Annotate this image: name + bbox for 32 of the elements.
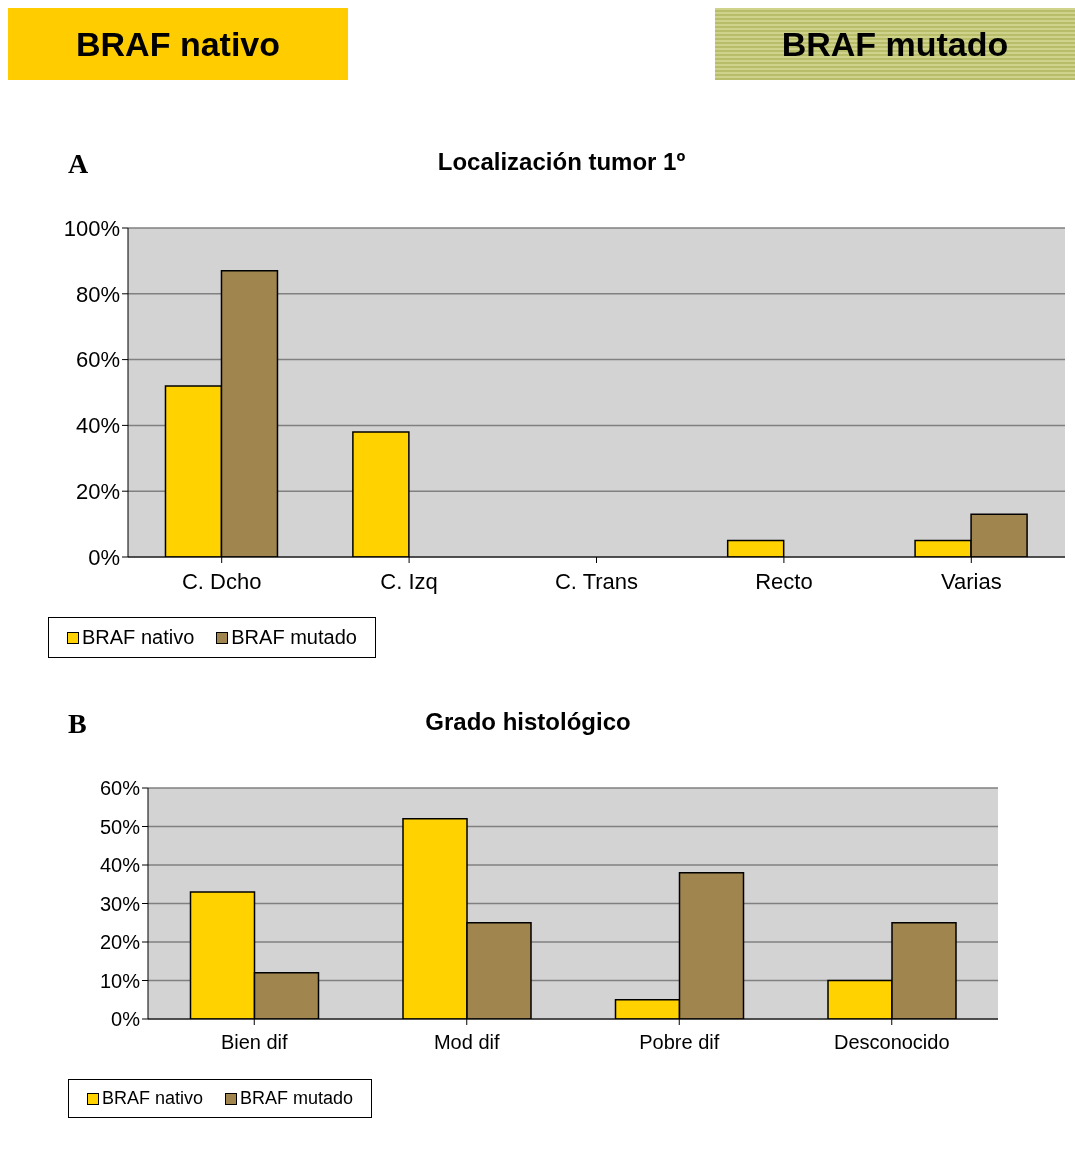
text: BRAF nativo bbox=[8, 8, 348, 80]
x-tick-label: C. Dcho bbox=[181, 568, 262, 594]
text: A bbox=[68, 148, 89, 180]
y-tick-label: 10% bbox=[99, 969, 141, 992]
x-tick-label: C. Izq bbox=[380, 568, 438, 594]
y-tick-label: 80% bbox=[75, 281, 120, 307]
legend-label: BRAF mutado bbox=[230, 626, 357, 649]
chart-title: Localización tumor 1º bbox=[437, 148, 686, 175]
text: BRAF mutado bbox=[715, 8, 1075, 80]
legend-label: BRAF mutado bbox=[239, 1088, 354, 1109]
y-tick-label: 40% bbox=[99, 854, 141, 877]
x-tick-label: Recto bbox=[755, 568, 813, 594]
y-tick-label: 0% bbox=[88, 544, 120, 570]
y-tick-label: 40% bbox=[75, 413, 120, 439]
y-tick-label: 100% bbox=[63, 215, 120, 241]
y-tick-label: 50% bbox=[99, 815, 141, 838]
x-tick-label: Mod dif bbox=[433, 1031, 500, 1054]
y-tick-label: 20% bbox=[75, 479, 120, 505]
legend-label: BRAF nativo bbox=[81, 626, 195, 649]
x-tick-label: Desconocido bbox=[833, 1031, 950, 1054]
chart-title: Grado histológico bbox=[425, 708, 631, 735]
x-tick-label: C. Trans bbox=[554, 568, 639, 594]
x-tick-label: Varias bbox=[940, 568, 1002, 594]
y-tick-label: 20% bbox=[99, 931, 141, 954]
y-tick-label: 60% bbox=[75, 347, 120, 373]
text: B bbox=[68, 708, 87, 740]
x-tick-label: Pobre dif bbox=[639, 1031, 720, 1054]
y-tick-label: 0% bbox=[111, 1008, 141, 1031]
y-tick-label: 60% bbox=[99, 777, 141, 800]
y-tick-label: 30% bbox=[99, 892, 141, 915]
legend-label: BRAF nativo bbox=[101, 1088, 204, 1109]
x-tick-label: Bien dif bbox=[220, 1031, 289, 1054]
